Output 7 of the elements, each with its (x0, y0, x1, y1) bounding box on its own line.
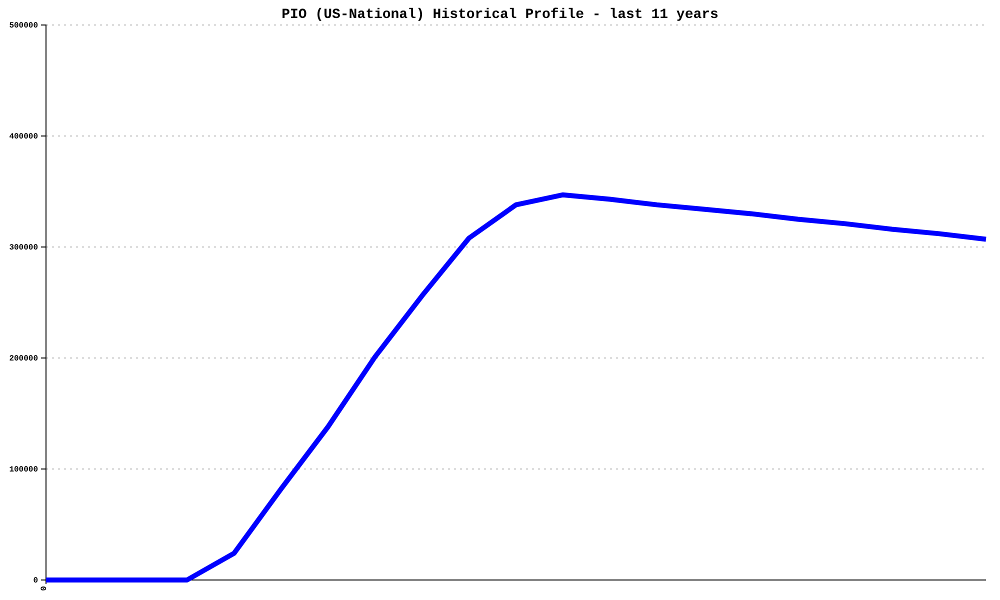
chart-title: PIO (US-National) Historical Profile - last 11 years (282, 7, 718, 23)
category-label: 0 (40, 586, 49, 591)
y-tick-label: 200000 (9, 354, 38, 364)
y-tick-label: 400000 (9, 132, 38, 142)
y-tick-label: 300000 (9, 244, 38, 253)
y-tick-label: 500000 (9, 22, 38, 31)
y-tick-label: 100000 (9, 466, 38, 475)
